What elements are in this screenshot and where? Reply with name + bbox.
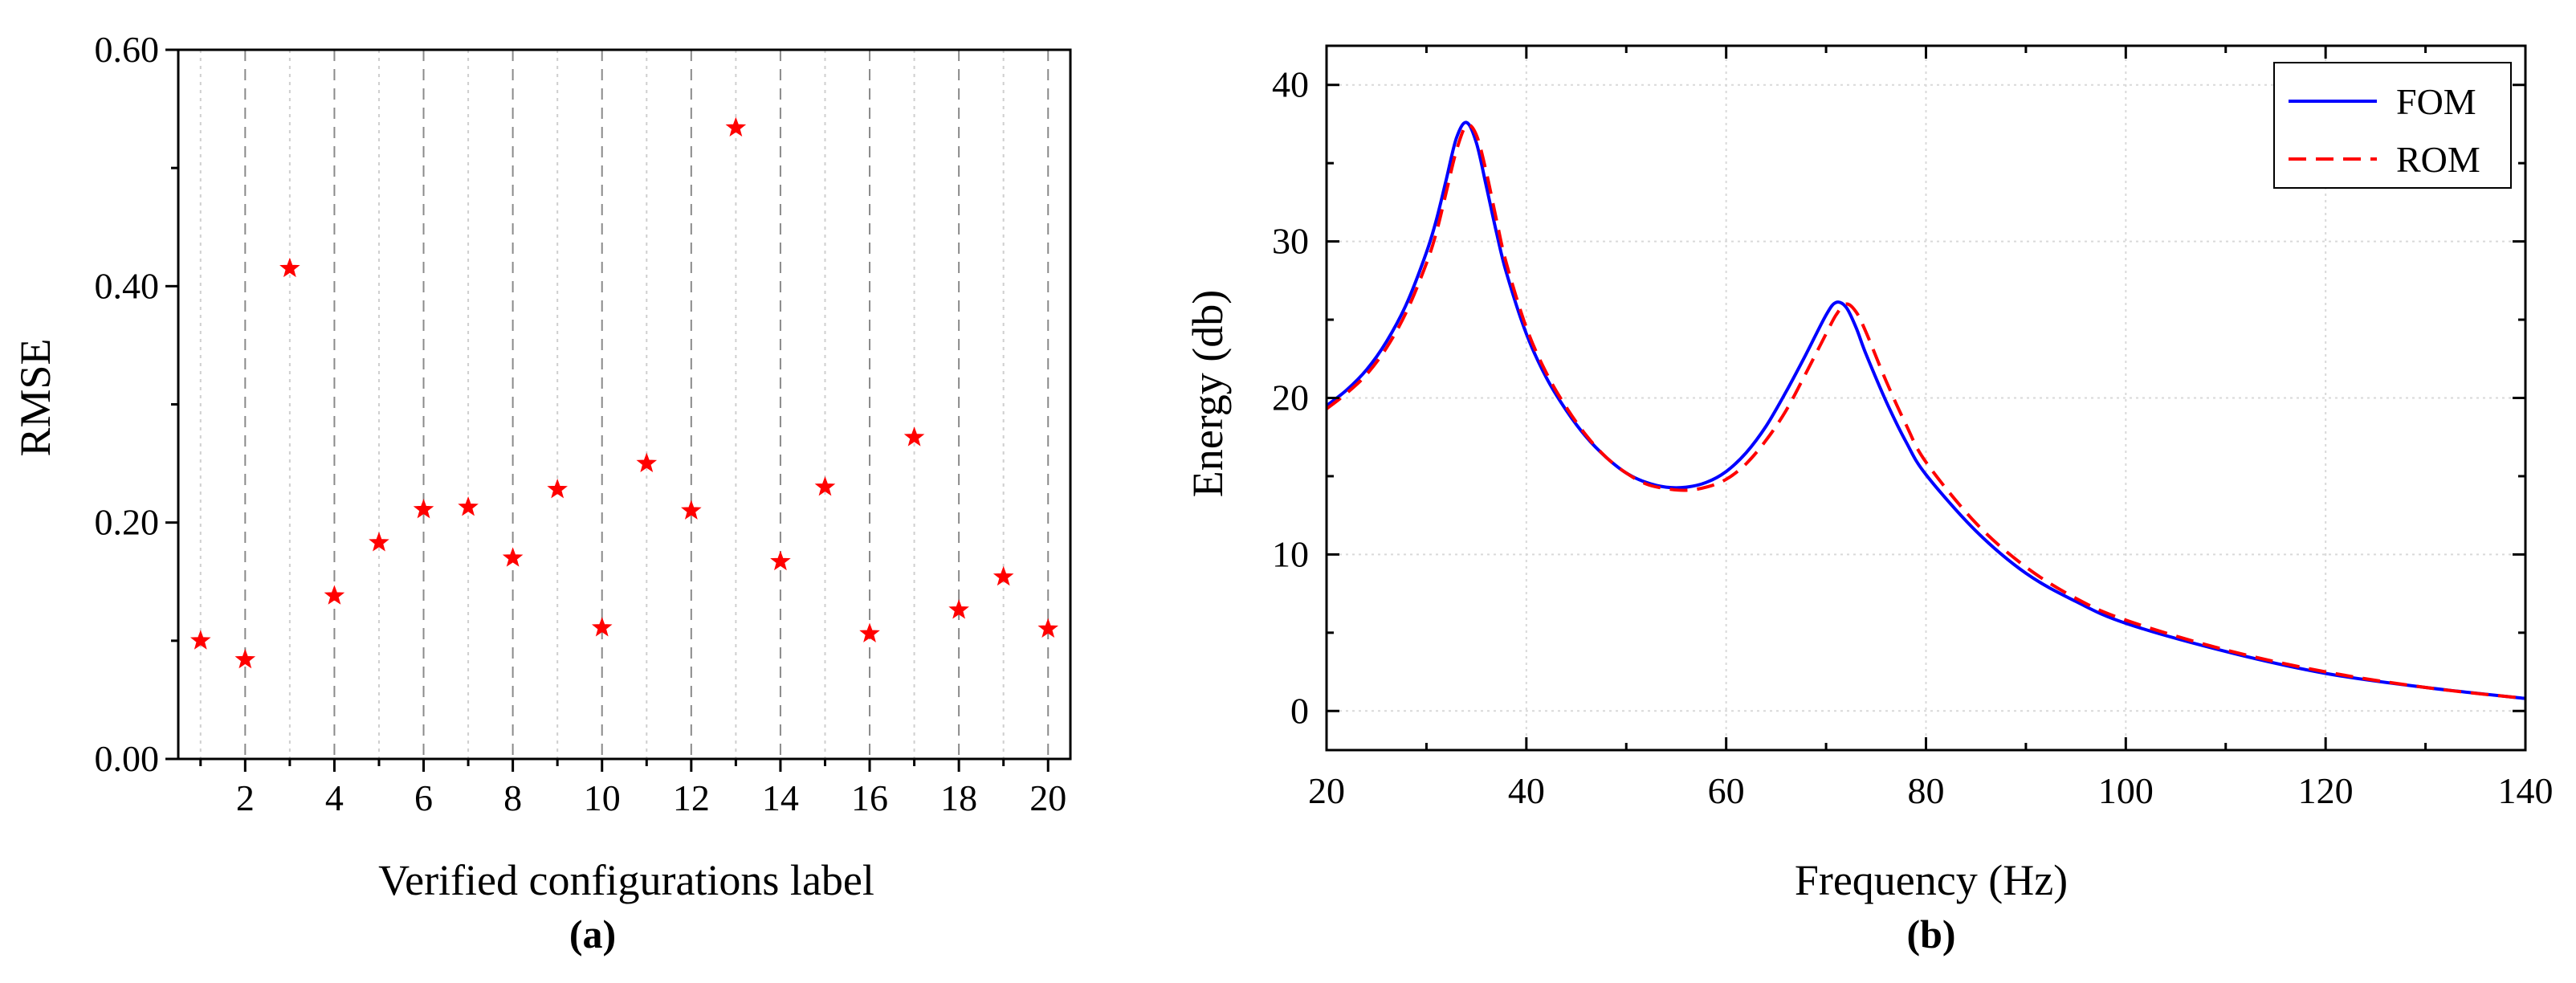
a-plot-frame bbox=[177, 48, 1072, 761]
a-data-point bbox=[814, 476, 836, 496]
a-data-point bbox=[234, 648, 256, 669]
b-gridlines bbox=[1327, 46, 2525, 750]
a-x-tick-labels: 2 4 6 8 10 12 14 16 18 20 bbox=[236, 777, 1066, 818]
b-x-axis-label: Frequency (Hz) bbox=[1795, 856, 2068, 904]
a-x-tick-label: 20 bbox=[1029, 777, 1066, 818]
a-x-axis-label: Verified configurations label bbox=[378, 856, 874, 904]
a-data-point bbox=[324, 585, 345, 605]
a-x-tick-label: 10 bbox=[584, 777, 621, 818]
b-y-tick-label: 10 bbox=[1272, 533, 1309, 574]
panel-a-rmse-scatter: 2 4 6 8 10 12 14 16 18 20 0.00 0.20 0.40 0.60 RMSE V… bbox=[11, 29, 1072, 956]
a-data-point bbox=[1037, 618, 1059, 638]
a-data-point bbox=[413, 499, 434, 519]
a-data-point bbox=[369, 532, 389, 552]
b-panel-label: (b) bbox=[1906, 912, 1955, 956]
a-data-point bbox=[547, 479, 568, 499]
b-legend-label: FOM bbox=[2396, 81, 2476, 122]
a-x-tick-label: 6 bbox=[414, 777, 433, 818]
b-x-tick-label: 40 bbox=[1508, 770, 1545, 811]
a-data-point bbox=[190, 630, 211, 650]
b-legend: FOM ROM bbox=[2273, 62, 2512, 189]
b-series-line-fom bbox=[1325, 120, 2526, 700]
b-x-tick-label: 80 bbox=[1908, 770, 1945, 811]
a-data-point bbox=[591, 617, 613, 637]
b-y-tick-label: 30 bbox=[1272, 221, 1309, 262]
a-data-point bbox=[636, 452, 658, 472]
b-x-tick-labels: 20 40 60 80 100 120 140 bbox=[1308, 770, 2554, 811]
b-series-line-rom bbox=[1325, 123, 2526, 700]
b-y-tick-label: 40 bbox=[1272, 64, 1309, 105]
a-data-point bbox=[681, 500, 702, 520]
b-x-tick-label: 100 bbox=[2098, 770, 2154, 811]
b-series-lines bbox=[1325, 120, 2526, 700]
a-axes bbox=[165, 48, 1072, 772]
a-x-tick-label: 8 bbox=[503, 777, 522, 818]
a-data-point bbox=[279, 257, 300, 278]
a-x-tick-label: 14 bbox=[762, 777, 799, 818]
a-y-tick-label: 0.40 bbox=[95, 265, 160, 306]
b-x-tick-label: 60 bbox=[1708, 770, 1745, 811]
b-y-tick-label: 20 bbox=[1272, 377, 1309, 418]
a-gridlines bbox=[199, 50, 1050, 759]
b-y-tick-label: 0 bbox=[1290, 690, 1309, 731]
b-axes bbox=[1325, 44, 2527, 752]
a-y-tick-label: 0.60 bbox=[95, 29, 160, 70]
a-x-tick-label: 16 bbox=[851, 777, 888, 818]
a-x-tick-label: 2 bbox=[236, 777, 255, 818]
a-data-point bbox=[948, 599, 969, 619]
a-data-point bbox=[992, 565, 1014, 586]
b-y-axis-label: Energy (db) bbox=[1184, 290, 1232, 497]
a-x-tick-label: 12 bbox=[673, 777, 710, 818]
a-data-point bbox=[725, 116, 747, 137]
a-y-tick-label: 0.00 bbox=[95, 738, 160, 779]
a-panel-label: (a) bbox=[569, 912, 616, 956]
b-legend-box bbox=[2273, 62, 2512, 189]
a-x-tick-label: 18 bbox=[940, 777, 977, 818]
a-y-tick-label: 0.20 bbox=[95, 502, 160, 543]
a-data-points bbox=[190, 116, 1059, 669]
a-data-point bbox=[859, 622, 880, 642]
a-x-tick-label: 4 bbox=[325, 777, 344, 818]
a-data-point bbox=[502, 547, 524, 567]
b-x-tick-label: 140 bbox=[2498, 770, 2554, 811]
a-y-axis-label: RMSE bbox=[11, 338, 59, 456]
a-data-point bbox=[770, 550, 791, 571]
a-data-point bbox=[903, 426, 925, 447]
b-y-tick-labels: 0 10 20 30 40 bbox=[1272, 64, 1309, 732]
panel-b-energy-curves: 20 40 60 80 100 120 140 0 10 20 30 40 FOM ROM Energ… bbox=[1184, 44, 2554, 956]
b-x-tick-label: 120 bbox=[2298, 770, 2354, 811]
a-y-tick-labels: 0.00 0.20 0.40 0.60 bbox=[95, 29, 160, 779]
b-legend-label: ROM bbox=[2396, 139, 2480, 180]
a-data-point bbox=[458, 496, 479, 516]
b-x-tick-label: 20 bbox=[1308, 770, 1345, 811]
